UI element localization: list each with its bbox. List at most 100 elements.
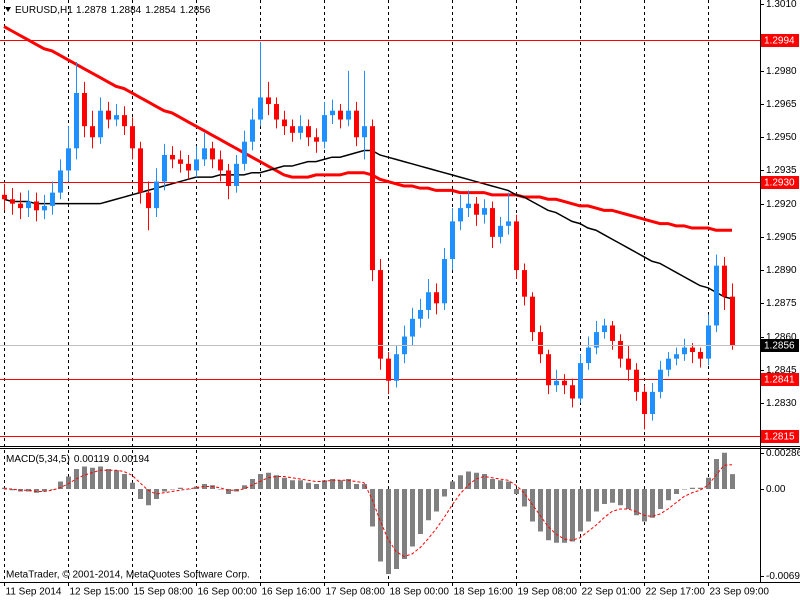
candle-body xyxy=(410,318,415,337)
candle-body xyxy=(90,126,95,138)
candle-body xyxy=(234,163,239,186)
candle-body xyxy=(162,154,167,182)
candle-body xyxy=(186,163,191,171)
macd-bar xyxy=(554,489,559,543)
candle-body xyxy=(386,358,391,381)
macd-bar xyxy=(722,452,727,489)
y-tick-label: 1.3010 xyxy=(766,0,797,10)
macd-bar xyxy=(674,489,679,494)
candle-body xyxy=(690,347,695,353)
macd-bar xyxy=(218,489,223,490)
candle-body xyxy=(682,347,687,355)
candle-body xyxy=(626,358,631,370)
candle-body xyxy=(714,265,719,326)
macd-bar xyxy=(378,489,383,562)
candle-body xyxy=(210,148,215,160)
macd-bar xyxy=(250,479,255,489)
y-tick-label: 1.2935 xyxy=(766,165,797,176)
candle-body xyxy=(74,92,79,149)
y-tick-label: 1.2890 xyxy=(766,265,797,276)
candle-body xyxy=(546,354,551,386)
candle-body xyxy=(706,325,711,359)
candle-body xyxy=(602,325,607,333)
chart-header: EURUSD,H1 1.2878 1.2884 1.2854 1.2856 xyxy=(15,5,211,16)
candle-body xyxy=(378,270,383,359)
macd-bar xyxy=(338,480,343,489)
macd-bar xyxy=(410,489,415,547)
macd-bar xyxy=(402,489,407,559)
copyright: MetaTrader, © 2001-2014, MetaQuotes Soft… xyxy=(6,570,250,581)
y-tick-label: 1.2905 xyxy=(766,232,797,243)
macd-bar xyxy=(666,489,671,501)
candle-body xyxy=(322,115,327,142)
macd-bar xyxy=(450,481,455,489)
macd-header: MACD(5,34,5) 0.00119 0.00194 xyxy=(6,454,150,465)
candle-body xyxy=(658,369,663,392)
price-tag xyxy=(761,176,799,189)
candle-body xyxy=(730,296,735,346)
candle-body xyxy=(594,332,599,348)
candle-body xyxy=(330,110,335,116)
candle-body xyxy=(666,358,671,370)
candle-body xyxy=(354,110,359,138)
macd-bar xyxy=(586,489,591,522)
macd-bar xyxy=(642,489,647,522)
macd-bar xyxy=(138,489,143,499)
x-tick-label: 16 Sep 00:00 xyxy=(198,587,258,598)
symbol-menu-arrow[interactable] xyxy=(5,7,11,12)
candle-body xyxy=(242,141,247,164)
macd-bar xyxy=(610,489,615,503)
macd-bar xyxy=(146,489,151,506)
candle-body xyxy=(306,126,311,138)
macd-bar xyxy=(522,489,527,507)
price-tag xyxy=(761,34,799,47)
candle-body xyxy=(530,296,535,333)
macd-bar xyxy=(594,489,599,512)
candle-body xyxy=(506,221,511,226)
candle-body xyxy=(514,221,519,271)
macd-bar xyxy=(570,489,575,542)
candle-body xyxy=(274,104,279,120)
candle-body xyxy=(266,97,271,105)
macd-bar xyxy=(226,489,231,494)
macd-main: 0.00119 xyxy=(74,454,110,465)
candle-body xyxy=(634,369,639,392)
price-tag-label: 1.2930 xyxy=(764,178,795,189)
candle-body xyxy=(146,192,151,209)
macd-bar xyxy=(154,489,159,499)
macd-bar xyxy=(362,484,367,489)
macd-bar xyxy=(34,489,39,493)
y-tick-label: 1.2950 xyxy=(766,132,797,143)
macd-bar xyxy=(130,482,135,489)
macd-label: MACD(5,34,5) xyxy=(6,454,70,465)
x-tick-label: 18 Sep 00:00 xyxy=(390,587,450,598)
macd-bar xyxy=(122,474,127,489)
candle-body xyxy=(418,309,423,319)
macd-bar xyxy=(386,489,391,574)
macd-bar xyxy=(370,489,375,527)
candle-body xyxy=(18,203,23,209)
macd-bar xyxy=(498,480,503,489)
candle-body xyxy=(66,148,71,171)
macd-bar xyxy=(578,489,583,532)
macd-signal: 0.00194 xyxy=(113,454,150,465)
x-tick-label: 22 Sep 17:00 xyxy=(646,587,706,598)
candle-body xyxy=(450,221,455,260)
candle-body xyxy=(98,110,103,138)
symbol: EURUSD,H1 xyxy=(15,5,73,16)
candle-body xyxy=(522,270,527,297)
candle-body xyxy=(106,110,111,120)
macd-bar xyxy=(82,466,87,489)
macd-bar xyxy=(490,479,495,489)
y-tick-label: 1.2875 xyxy=(766,298,797,309)
candle-body xyxy=(458,208,463,222)
macd-bar xyxy=(50,489,55,490)
macd-bar xyxy=(162,489,167,492)
price-tag-label: 1.2841 xyxy=(764,375,795,386)
candle-body xyxy=(138,148,143,193)
macd-bar xyxy=(58,481,63,489)
macd-bar xyxy=(706,477,711,489)
y-tick-label: 1.2830 xyxy=(766,398,797,409)
macd-bar xyxy=(266,472,271,489)
macd-y-tick-label: 0.00286 xyxy=(766,448,800,459)
